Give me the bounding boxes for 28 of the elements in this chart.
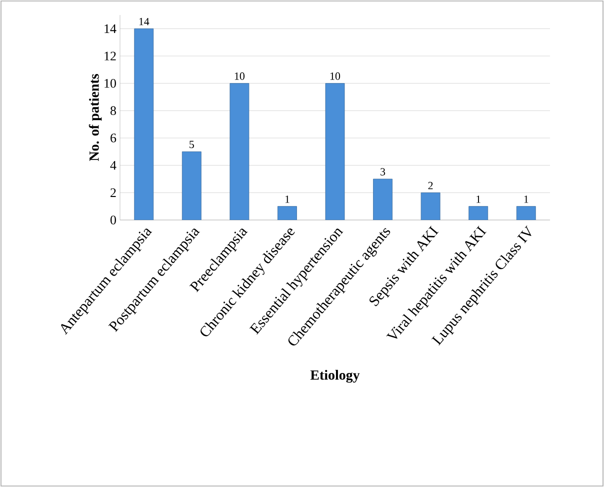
data-label: 10	[330, 72, 340, 80]
x-axis-title: Etiology	[310, 370, 360, 383]
y-tick-label: 2	[110, 188, 116, 197]
data-label: 3	[380, 168, 386, 176]
y-axis-title: No. of patients	[88, 74, 102, 162]
data-label: 14	[139, 18, 150, 26]
data-label: 1	[476, 196, 480, 203]
bar	[134, 28, 154, 220]
data-label: 2	[428, 182, 433, 190]
bar	[325, 83, 345, 220]
bar	[373, 178, 392, 220]
data-label: 1	[285, 196, 290, 203]
bar	[278, 206, 297, 220]
y-tick-label: 12	[104, 52, 116, 60]
y-tick-label: 4	[110, 161, 116, 170]
y-tick-label: 10	[104, 78, 116, 88]
bar	[230, 83, 250, 220]
bar	[420, 192, 440, 220]
y-tick-label: 6	[110, 134, 116, 142]
data-label: 5	[190, 140, 194, 148]
y-tick-label: 8	[110, 106, 116, 116]
y-tick-label: 14	[104, 24, 116, 33]
y-tick-label: 0	[110, 216, 116, 224]
data-label: 10	[234, 72, 245, 80]
bar	[468, 206, 488, 220]
bar	[182, 151, 202, 220]
bar	[516, 206, 536, 220]
data-label: 1	[524, 196, 528, 203]
